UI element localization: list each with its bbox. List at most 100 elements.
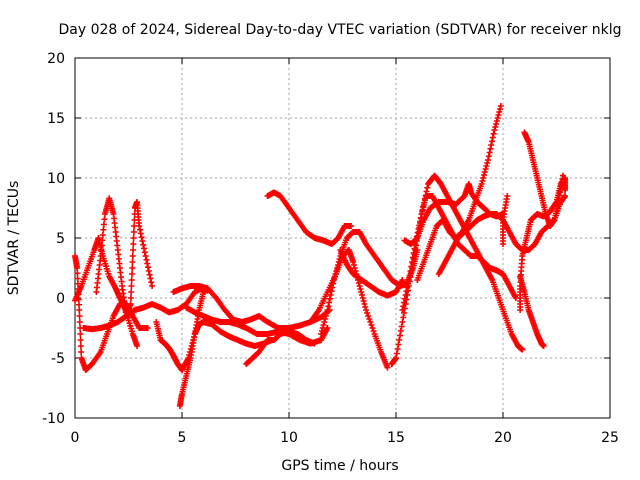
data-point-marker	[147, 275, 154, 282]
data-point-marker	[130, 229, 137, 235]
series-s22	[517, 273, 547, 349]
data-point-marker	[75, 291, 82, 298]
data-point-marker	[489, 138, 496, 145]
data-point-marker	[145, 264, 152, 271]
data-point-marker	[410, 250, 417, 256]
data-point-marker	[334, 262, 341, 268]
data-point-marker	[367, 319, 374, 325]
data-point-marker	[149, 283, 156, 289]
data-point-marker	[321, 319, 328, 325]
data-point-marker	[485, 157, 492, 163]
data-point-marker	[401, 295, 408, 302]
data-point-marker	[400, 314, 407, 321]
data-point-marker	[74, 275, 81, 282]
series-s12	[318, 229, 421, 337]
data-point-marker	[409, 259, 416, 265]
data-point-marker	[128, 271, 135, 277]
data-point-marker	[393, 355, 399, 361]
data-point-marker	[360, 298, 367, 304]
data-point-marker	[76, 307, 83, 313]
data-point-marker	[328, 288, 335, 295]
series-s16	[401, 181, 506, 247]
data-point-marker	[406, 272, 413, 279]
data-point-marker	[130, 235, 137, 241]
data-point-marker	[74, 270, 81, 277]
data-point-marker	[394, 346, 401, 352]
data-point-marker	[484, 160, 491, 166]
data-point-marker	[489, 134, 496, 141]
series-s19	[500, 193, 511, 247]
data-point-marker	[77, 331, 84, 337]
data-point-marker	[136, 223, 143, 229]
data-point-marker	[496, 109, 503, 115]
data-point-marker	[144, 260, 151, 267]
data-point-marker	[393, 350, 400, 357]
data-point-marker	[357, 286, 364, 292]
chart-title: Day 028 of 2024, Sidereal Day-to-day VTE…	[59, 22, 622, 38]
data-point-marker	[139, 238, 146, 244]
data-point-marker	[127, 301, 134, 307]
data-point-marker	[145, 268, 152, 274]
data-point-marker	[327, 292, 334, 298]
data-point-marker	[384, 364, 391, 371]
data-point-marker	[332, 271, 339, 277]
data-point-marker	[350, 259, 357, 265]
data-point-marker	[76, 301, 83, 308]
data-point-marker	[134, 343, 141, 349]
data-point-marker	[99, 232, 106, 238]
data-point-marker	[559, 172, 566, 179]
data-point-marker	[364, 310, 371, 316]
data-point-marker	[325, 303, 332, 310]
data-point-marker	[562, 193, 569, 199]
data-point-marker	[495, 112, 502, 118]
data-point-marker	[137, 230, 144, 237]
data-point-marker	[497, 103, 504, 109]
data-point-marker	[335, 259, 342, 265]
data-point-marker	[100, 226, 107, 233]
data-point-marker	[141, 245, 148, 252]
data-point-marker	[97, 253, 104, 259]
data-point-marker	[330, 280, 337, 287]
data-point-marker	[351, 265, 358, 271]
data-point-marker	[404, 284, 411, 291]
data-point-marker	[411, 245, 418, 252]
data-point-marker	[128, 277, 135, 283]
data-point-marker	[488, 142, 495, 148]
x-tick-label: 15	[387, 430, 405, 446]
data-point-marker	[100, 221, 107, 228]
data-point-marker	[405, 280, 412, 287]
data-point-marker	[148, 279, 155, 286]
data-point-marker	[138, 234, 145, 241]
data-point-marker	[137, 226, 144, 233]
data-point-marker	[399, 277, 406, 283]
data-point-marker	[485, 153, 492, 160]
data-point-marker	[363, 307, 370, 313]
data-point-marker	[74, 265, 81, 271]
data-point-marker	[494, 115, 501, 121]
data-point-marker	[481, 169, 488, 175]
data-point-marker	[130, 241, 137, 247]
x-tick-label: 0	[71, 430, 80, 446]
data-point-marker	[504, 193, 511, 199]
data-point-marker	[320, 322, 327, 328]
data-point-marker	[334, 265, 341, 271]
data-point-marker	[483, 163, 490, 169]
data-point-marker	[399, 307, 406, 313]
series-s3	[80, 285, 211, 333]
y-tick-label: -10	[42, 411, 65, 427]
data-point-marker	[130, 247, 137, 253]
series-s9	[243, 328, 318, 367]
data-point-marker	[398, 323, 405, 330]
series-s21	[521, 129, 566, 229]
data-point-marker	[481, 172, 488, 178]
data-point-marker	[77, 337, 84, 343]
data-point-marker	[562, 187, 569, 193]
data-point-marker	[395, 341, 402, 348]
data-point-marker	[402, 292, 409, 298]
data-point-marker	[75, 296, 82, 303]
data-point-marker	[144, 325, 151, 331]
data-point-marker	[486, 149, 493, 156]
data-point-marker	[74, 280, 81, 287]
data-point-marker	[331, 274, 338, 280]
data-point-marker	[98, 242, 105, 249]
